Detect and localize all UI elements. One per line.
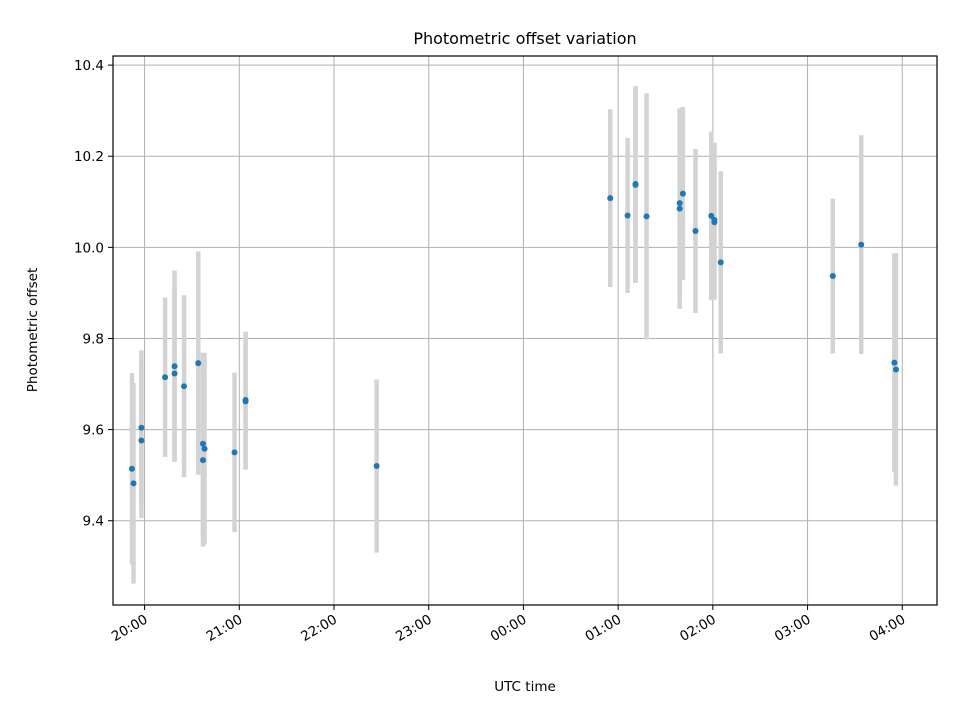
- data-point: [231, 449, 238, 456]
- x-tick-label: 04:00: [867, 612, 909, 645]
- plot-frame: [112, 55, 938, 606]
- grid: [113, 56, 937, 605]
- data-point: [676, 205, 683, 212]
- x-tick-label: 23:00: [393, 612, 435, 645]
- data-point: [708, 212, 715, 219]
- data-point: [632, 181, 639, 188]
- x-tick-label: 20:00: [109, 612, 151, 645]
- data-point: [171, 363, 178, 370]
- y-axis: 9.4 9.6 9.8 10.0 10.2 10.4: [74, 58, 113, 530]
- data-point: [201, 445, 208, 452]
- data-point: [891, 359, 898, 366]
- data-point: [624, 212, 631, 219]
- y-tick-label: 10.0: [74, 240, 104, 256]
- data-point: [373, 463, 380, 470]
- data-point: [195, 360, 202, 367]
- data-point: [199, 440, 206, 447]
- y-tick-label: 10.2: [74, 149, 104, 165]
- data-point: [138, 424, 145, 431]
- x-axis-label: UTC time: [494, 679, 556, 695]
- data-point: [676, 200, 683, 207]
- error-bars: [129, 86, 899, 584]
- data-point: [128, 465, 135, 472]
- data-point: [181, 383, 188, 390]
- chart-title: Photometric offset variation: [413, 29, 636, 48]
- x-tick-label: 21:00: [204, 612, 246, 645]
- data-point: [138, 437, 145, 444]
- data-point: [892, 366, 899, 373]
- data-point: [242, 398, 249, 405]
- data-point: [679, 190, 686, 197]
- data-point: [171, 370, 178, 377]
- data-point: [162, 374, 169, 381]
- data-point: [130, 480, 137, 487]
- data-point: [607, 195, 614, 202]
- data-point: [711, 217, 718, 224]
- x-tick-label: 22:00: [298, 612, 340, 645]
- y-tick-label: 9.8: [83, 331, 104, 347]
- data-point: [858, 241, 865, 248]
- y-tick-label: 10.4: [74, 58, 104, 74]
- data-point: [829, 273, 836, 280]
- data-point: [717, 259, 724, 266]
- x-axis: 20:00 21:00 22:00 23:00 00:00 01:00 02:00 03:00…: [109, 605, 908, 645]
- data-point: [199, 457, 206, 464]
- x-tick-label: 02:00: [677, 612, 719, 645]
- data-points: [128, 181, 899, 487]
- y-tick-label: 9.4: [83, 514, 104, 530]
- x-tick-label: 03:00: [772, 612, 814, 645]
- data-point: [692, 227, 699, 234]
- data-point: [643, 213, 650, 220]
- x-tick-label: 01:00: [582, 612, 624, 645]
- y-tick-label: 9.6: [83, 423, 104, 439]
- y-axis-label: Photometric offset: [25, 268, 41, 392]
- x-tick-label: 00:00: [488, 612, 530, 645]
